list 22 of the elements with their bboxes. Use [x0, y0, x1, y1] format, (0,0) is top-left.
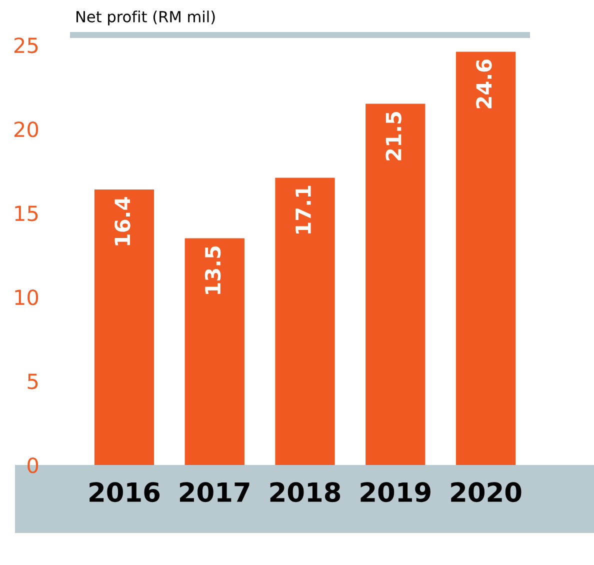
y-tick-label: 5 [28, 374, 38, 390]
y-tick-label: 25 [14, 37, 38, 54]
bar [94, 189, 154, 465]
data-label: 21.5 [386, 112, 402, 160]
x-tick-label: 2016 [90, 482, 160, 502]
bar [275, 178, 335, 465]
data-label: 16.4 [114, 197, 130, 246]
x-tick-label: 2020 [451, 482, 522, 502]
chart-title: Net profit (RM mil) [76, 10, 215, 26]
y-tick-label: 15 [15, 206, 38, 222]
bar [366, 104, 426, 465]
x-tick-label: 2017 [180, 482, 250, 502]
bar [456, 52, 516, 465]
data-label: 13.5 [204, 246, 221, 294]
x-tick-label: 2018 [270, 482, 340, 502]
data-label: 24.6 [476, 60, 492, 108]
y-tick-label: 0 [28, 457, 38, 474]
y-tick-label: 20 [14, 121, 38, 138]
y-tick-label: 10 [15, 289, 38, 306]
data-label: 17.1 [296, 186, 311, 234]
x-tick-label: 2019 [360, 482, 430, 502]
bar [184, 238, 244, 465]
